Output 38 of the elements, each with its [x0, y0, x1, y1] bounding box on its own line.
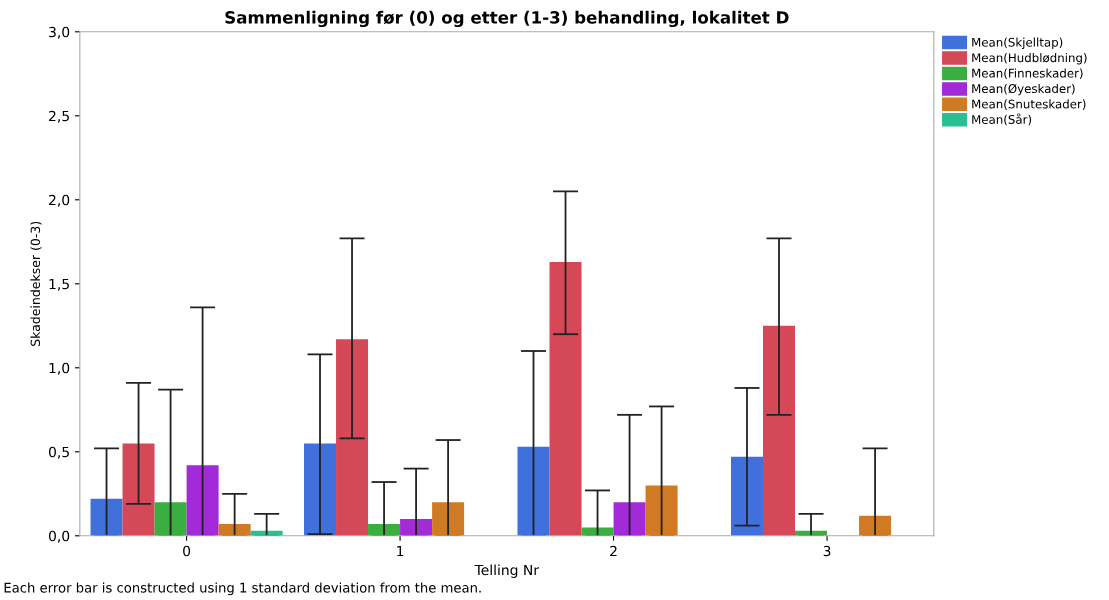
legend-label: Mean(Sår)	[972, 113, 1032, 126]
bar	[400, 519, 433, 536]
bar	[336, 339, 369, 536]
text: Each error bar is constructed using 1 standard deviation from the mean.	[4, 582, 481, 596]
bar	[517, 446, 550, 536]
x-tick-label: 3	[823, 545, 831, 557]
bar	[218, 524, 251, 536]
bar	[186, 465, 219, 536]
bar	[613, 502, 646, 536]
x-tick-label: 0	[183, 545, 191, 557]
x-axis-title: Telling Nr	[474, 564, 539, 578]
y-tick-label: 1,0	[49, 362, 70, 375]
legend-label: Mean(Skjelltap)	[972, 37, 1063, 50]
y-tick-label: 0,5	[48, 446, 69, 459]
y-tick-label: 1,5	[49, 278, 69, 291]
x-tick-label: 1	[397, 545, 404, 557]
bar	[581, 527, 614, 536]
bar	[730, 456, 763, 536]
x-tick-label: 2	[610, 545, 617, 557]
bar	[122, 443, 155, 536]
bar	[645, 485, 678, 536]
legend-label: Mean(Snuteskader)	[972, 99, 1086, 110]
y-tick-label: 0,0	[48, 530, 70, 543]
bar	[859, 515, 892, 536]
bar	[762, 325, 796, 536]
bar	[432, 502, 465, 536]
legend-label: Mean(Øyeskader)	[972, 83, 1075, 96]
y-tick-label: 2,0	[49, 194, 70, 207]
chart-title: Sammenligning før (0) og etter (1-3) behandling, lokalitet D	[225, 10, 789, 28]
bar	[154, 502, 187, 536]
y-tick-label: 3,0	[49, 26, 70, 39]
bar	[90, 498, 123, 536]
bar	[549, 261, 582, 536]
y-tick-label: 2,5	[49, 110, 69, 123]
legend-label: Mean(Finneskader)	[972, 68, 1083, 79]
legend-label: Mean(Hudblødning)	[972, 53, 1087, 65]
bar	[368, 524, 401, 536]
y-axis-title: Skadeindekser (0-3)	[30, 221, 42, 346]
